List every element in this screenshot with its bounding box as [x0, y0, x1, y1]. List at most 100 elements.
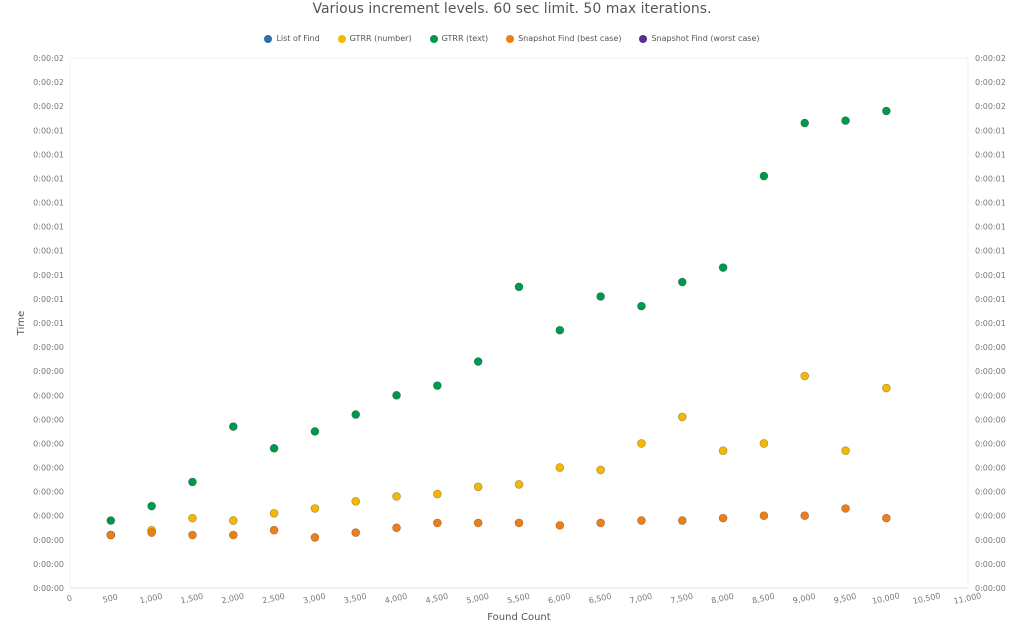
point-snapshot-find-best-case — [596, 518, 605, 528]
y-tick-label-left: 0:00:01 — [33, 126, 64, 135]
y-tick-label-left: 0:00:01 — [33, 174, 64, 183]
y-tick-label-right: 0:00:00 — [975, 439, 1006, 448]
y-tick-label-left: 0:00:01 — [33, 319, 64, 328]
point-gtrr-text — [514, 282, 524, 292]
point-gtrr-text — [800, 118, 810, 128]
legend: List of Find GTRR (number) GTRR (text) Snap… — [0, 34, 1024, 43]
y-tick-label-right: 0:00:01 — [975, 247, 1006, 256]
point-snapshot-find-best-case — [269, 525, 279, 535]
point-snapshot-find-best-case — [718, 513, 728, 523]
point-snapshot-find-best-case — [759, 511, 769, 521]
y-tick-label-right: 0:00:01 — [975, 174, 1006, 183]
y-tick-label-right: 0:00:01 — [975, 126, 1006, 135]
point-snapshot-find-best-case — [841, 504, 850, 513]
legend-item-gtrr-text[interactable]: GTRR (text) — [429, 34, 488, 43]
y-tick-label-left: 0:00:01 — [33, 247, 64, 256]
legend-swatch — [337, 34, 346, 43]
y-tick-label-right: 0:00:00 — [975, 391, 1006, 400]
legend-item-snapshot-find-worst-case[interactable]: Snapshot Find (worst case) — [639, 34, 760, 43]
point-snapshot-find-best-case — [514, 518, 524, 528]
y-tick-label-right: 0:00:01 — [975, 271, 1006, 280]
x-tick-label: 1,500 — [180, 592, 204, 606]
point-gtrr-text — [351, 410, 361, 419]
y-tick-label-left: 0:00:01 — [33, 295, 64, 304]
x-tick-label: 5,500 — [506, 592, 530, 606]
point-snapshot-find-best-case — [392, 523, 401, 533]
x-tick-label: 10,000 — [871, 591, 900, 606]
y-tick-label-left: 0:00:00 — [33, 560, 64, 569]
x-tick-label: 8,000 — [710, 592, 734, 606]
y-tick-label-right: 0:00:00 — [975, 415, 1006, 424]
y-tick-label-right: 0:00:00 — [975, 488, 1006, 497]
legend-label: GTRR (number) — [349, 34, 412, 43]
point-snapshot-find-best-case — [147, 528, 156, 537]
y-tick-label-right: 0:00:01 — [975, 150, 1006, 159]
y-tick-label-right: 0:00:00 — [975, 464, 1006, 473]
point-gtrr-number — [800, 371, 810, 381]
legend-item-list-of-find[interactable]: List of Find — [264, 34, 320, 43]
y-tick-label-left: 0:00:02 — [33, 102, 64, 111]
point-snapshot-find-best-case — [188, 530, 197, 540]
point-gtrr-number — [555, 463, 565, 472]
y-tick-label-right: 0:00:01 — [975, 319, 1006, 328]
point-gtrr-number — [188, 513, 197, 523]
point-snapshot-find-best-case — [433, 518, 442, 528]
y-tick-label-left: 0:00:00 — [33, 391, 64, 400]
point-snapshot-find-best-case — [800, 511, 810, 521]
legend-swatch — [506, 34, 515, 43]
point-gtrr-number — [596, 465, 605, 475]
point-gtrr-text — [759, 171, 769, 181]
point-gtrr-number — [473, 482, 483, 492]
x-tick-label: 7,000 — [629, 592, 653, 606]
point-gtrr-text — [228, 422, 238, 431]
y-axis-title: Time — [16, 311, 27, 336]
legend-item-gtrr-number[interactable]: GTRR (number) — [337, 34, 412, 43]
point-snapshot-find-best-case — [351, 528, 361, 537]
y-tick-label-right: 0:00:00 — [975, 584, 1006, 593]
y-tick-label-left: 0:00:01 — [33, 223, 64, 232]
x-tick-label: 2,000 — [221, 592, 245, 606]
point-snapshot-find-best-case — [473, 518, 483, 528]
x-tick-label: 1,000 — [139, 592, 163, 606]
legend-swatch — [639, 34, 648, 43]
legend-label: Snapshot Find (worst case) — [651, 34, 760, 43]
point-gtrr-number — [269, 509, 279, 518]
point-gtrr-text — [188, 477, 197, 487]
y-tick-label-left: 0:00:02 — [33, 78, 64, 87]
point-snapshot-find-best-case — [310, 533, 320, 542]
point-gtrr-number — [718, 446, 728, 455]
x-tick-label: 7,500 — [670, 592, 694, 606]
x-tick-label: 6,000 — [547, 592, 571, 606]
y-tick-label-left: 0:00:00 — [33, 415, 64, 424]
legend-item-snapshot-find-best-case[interactable]: Snapshot Find (best case) — [506, 34, 621, 43]
x-tick-label: 500 — [102, 593, 119, 605]
y-tick-label-left: 0:00:00 — [33, 464, 64, 473]
y-tick-label-right: 0:00:00 — [975, 560, 1006, 569]
y-tick-label-left: 0:00:01 — [33, 271, 64, 280]
point-gtrr-number — [514, 480, 524, 489]
point-snapshot-find-best-case — [228, 530, 238, 540]
y-tick-label-right: 0:00:00 — [975, 512, 1006, 521]
legend-swatch — [429, 34, 438, 43]
point-gtrr-text — [882, 106, 891, 116]
point-gtrr-text — [433, 381, 442, 390]
point-gtrr-text — [637, 301, 646, 311]
x-tick-label: 10,500 — [912, 591, 941, 606]
x-tick-label: 9,000 — [792, 592, 816, 606]
point-gtrr-text — [596, 292, 605, 301]
point-gtrr-text — [147, 501, 156, 511]
y-tick-label-left: 0:00:00 — [33, 367, 64, 376]
legend-label: Snapshot Find (best case) — [518, 34, 622, 43]
chart-title: Various increment levels. 60 sec limit. … — [312, 1, 712, 17]
y-tick-label-left: 0:00:00 — [33, 536, 64, 545]
point-snapshot-find-best-case — [637, 516, 646, 525]
point-gtrr-number — [841, 446, 850, 455]
point-gtrr-text — [473, 357, 483, 366]
point-snapshot-find-best-case — [555, 521, 565, 530]
x-tick-label: 2,500 — [261, 592, 285, 606]
point-gtrr-number — [882, 383, 891, 393]
point-gtrr-text — [392, 390, 401, 400]
point-gtrr-text — [269, 443, 279, 453]
point-snapshot-find-best-case — [882, 513, 891, 523]
point-gtrr-text — [555, 325, 565, 335]
